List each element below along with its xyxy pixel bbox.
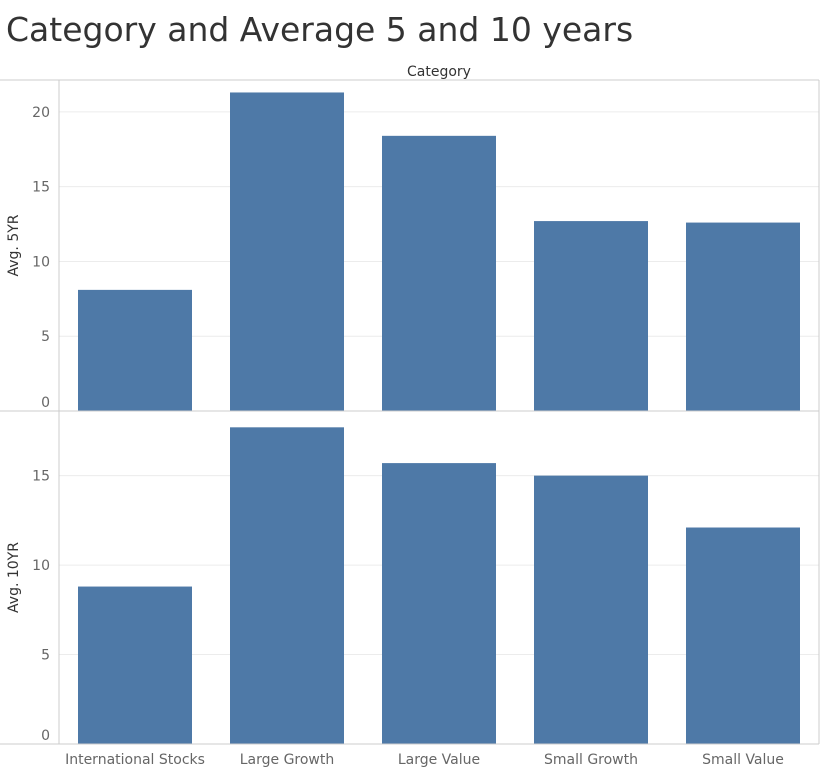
x-tick-label: Small Growth bbox=[544, 752, 638, 768]
y-tick-label: 5 bbox=[41, 329, 50, 345]
bar-large-growth bbox=[230, 92, 344, 411]
y-tick-label: 15 bbox=[32, 180, 50, 196]
bar-international-stocks bbox=[78, 289, 192, 411]
y-tick-label: 0 bbox=[41, 395, 50, 411]
x-tick-label: Large Growth bbox=[240, 752, 335, 768]
y-tick-label: 10 bbox=[32, 254, 50, 270]
y-axis-label: Avg. 10YR bbox=[6, 542, 22, 613]
x-tick-label: International Stocks bbox=[65, 752, 205, 768]
bar-small-growth bbox=[534, 221, 648, 411]
column-header: Category bbox=[407, 64, 471, 80]
bar-small-value bbox=[686, 222, 800, 411]
bar-large-value bbox=[382, 135, 496, 411]
chart-title: Category and Average 5 and 10 years bbox=[6, 10, 634, 49]
x-tick-label: Large Value bbox=[398, 752, 480, 768]
y-tick-label: 15 bbox=[32, 469, 50, 485]
bar-large-growth bbox=[230, 427, 344, 744]
bar-international-stocks bbox=[78, 586, 192, 744]
y-tick-label: 0 bbox=[41, 728, 50, 744]
y-tick-label: 20 bbox=[32, 105, 50, 121]
y-axis-label: Avg. 5YR bbox=[6, 214, 22, 276]
bar-small-growth bbox=[534, 475, 648, 744]
y-tick-label: 10 bbox=[32, 558, 50, 574]
x-tick-label: Small Value bbox=[702, 752, 784, 768]
bar-large-value bbox=[382, 463, 496, 744]
bar-small-value bbox=[686, 527, 800, 744]
y-tick-label: 5 bbox=[41, 648, 50, 664]
